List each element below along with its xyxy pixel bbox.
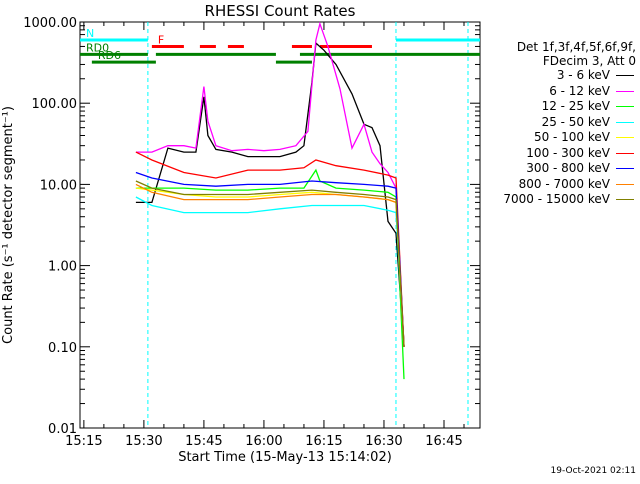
x-tick-label: 15:15 — [65, 434, 102, 449]
x-tick-label: 16:00 — [245, 434, 282, 449]
legend-swatch — [616, 75, 634, 76]
series-line — [135, 168, 405, 380]
legend-swatch — [616, 199, 634, 200]
legend-entry: 12 - 25 keV — [498, 99, 636, 115]
x-tick-label: 15:30 — [125, 434, 162, 449]
plot-frame — [79, 21, 481, 429]
series-line — [135, 171, 405, 347]
legend-entry: 50 - 100 keV — [498, 130, 636, 146]
legend-entry: 25 - 50 keV — [498, 115, 636, 131]
legend-entry: 300 - 800 keV — [498, 161, 636, 177]
series-line — [135, 21, 405, 347]
y-tick-label: 10.00 — [40, 178, 77, 193]
series-line — [135, 183, 405, 347]
y-axis-label: Count Rate (s⁻¹ detector segment⁻¹) — [1, 106, 16, 344]
chart-title: RHESSI Count Rates — [205, 2, 356, 20]
legend-swatch — [616, 121, 634, 123]
legend: Det 1f,3f,4f,5f,6f,9f, FDecim 3, Att 0 3… — [498, 40, 636, 208]
legend-label: 50 - 100 keV — [533, 130, 610, 144]
legend-swatch — [616, 152, 634, 154]
legend-label: 300 - 800 keV — [526, 161, 610, 175]
y-tick-label: 0.10 — [48, 341, 77, 356]
x-tick-label: 15:45 — [185, 434, 222, 449]
legend-swatch — [616, 137, 634, 138]
flag-label: RD6 — [98, 49, 121, 62]
series-line — [135, 196, 405, 347]
legend-entry: 3 - 6 keV — [498, 68, 636, 84]
x-tick-label: 16:45 — [425, 434, 462, 449]
legend-swatch — [616, 168, 634, 169]
legend-label: 12 - 25 keV — [541, 99, 610, 113]
legend-label: 25 - 50 keV — [541, 114, 610, 129]
legend-entry: 800 - 7000 keV — [498, 177, 636, 193]
y-tick-label: 0.01 — [48, 422, 77, 437]
legend-swatch — [616, 106, 634, 107]
flag-label: N — [86, 27, 94, 40]
series-line — [135, 151, 405, 347]
series-line — [135, 41, 405, 347]
legend-label: 3 - 6 keV — [556, 68, 610, 82]
flag-label: RD0 — [86, 41, 109, 54]
legend-label: 7000 - 15000 keV — [503, 192, 610, 206]
legend-header-1: Det 1f,3f,4f,5f,6f,9f, — [516, 40, 636, 54]
y-tick-label: 1.00 — [48, 260, 77, 275]
legend-label: 6 - 12 keV — [549, 83, 610, 98]
series-line — [135, 187, 405, 347]
timestamp: 19-Oct-2021 02:11 — [550, 466, 636, 476]
legend-entry: 100 - 300 keV — [498, 146, 636, 162]
legend-swatch — [616, 90, 634, 92]
legend-entry: 6 - 12 keV — [498, 84, 636, 100]
legend-label: 100 - 300 keV — [526, 145, 610, 160]
legend-swatch — [616, 183, 634, 185]
x-axis-label: Start Time (15-May-13 15:14:02) — [178, 450, 392, 465]
series-line — [135, 180, 405, 347]
legend-label: 800 - 7000 keV — [518, 176, 610, 191]
y-tick-label: 100.00 — [32, 97, 78, 112]
legend-entry: 7000 - 15000 keV — [498, 192, 636, 208]
y-tick-label: 1000.00 — [23, 16, 77, 31]
flag-label: F — [158, 33, 164, 46]
x-tick-label: 16:30 — [365, 434, 402, 449]
legend-header-2: FDecim 3, Att 0 — [542, 54, 636, 68]
x-tick-label: 16:15 — [305, 434, 342, 449]
